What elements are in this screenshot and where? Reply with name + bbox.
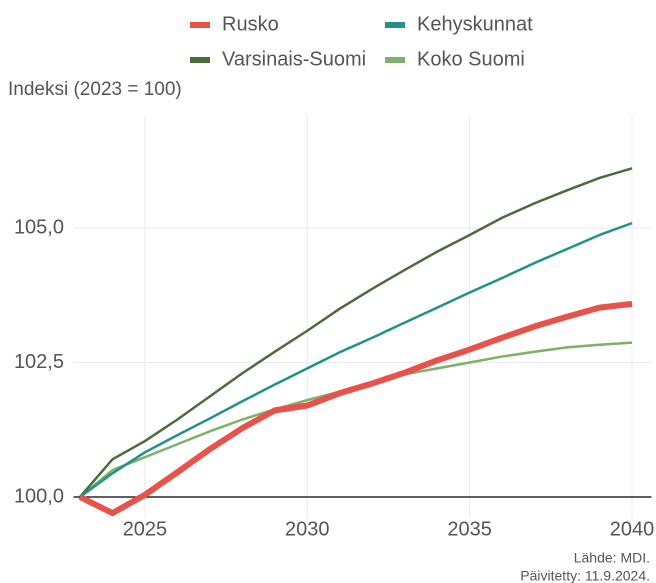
line xyxy=(78,300,633,517)
x-tick-label: 2035 xyxy=(447,518,492,540)
y-tick-label: 102,5 xyxy=(14,351,64,373)
legend-label: Rusko xyxy=(222,13,279,35)
legend-swatch xyxy=(190,57,210,63)
x-tick-label: 2030 xyxy=(285,518,330,540)
x-tick-label: 2040 xyxy=(610,518,655,540)
legend-label: Varsinais-Suomi xyxy=(222,48,366,70)
legend-swatch xyxy=(190,22,210,28)
y-axis-title: Indeksi (2023 = 100) xyxy=(8,79,182,100)
x-tick-label: 2025 xyxy=(123,518,168,540)
legend-label: Kehyskunnat xyxy=(417,13,533,35)
legend-swatch xyxy=(385,57,405,63)
y-tick-label: 105,0 xyxy=(14,216,64,238)
line xyxy=(79,167,633,498)
line xyxy=(79,221,633,498)
legend-label: Koko Suomi xyxy=(417,48,525,70)
source: Lähde: MDI. xyxy=(574,550,650,566)
source: Päivitetty: 11.9.2024. xyxy=(520,568,650,583)
legend-swatch xyxy=(385,22,405,28)
line xyxy=(79,341,633,498)
y-tick-label: 100,0 xyxy=(14,485,64,507)
